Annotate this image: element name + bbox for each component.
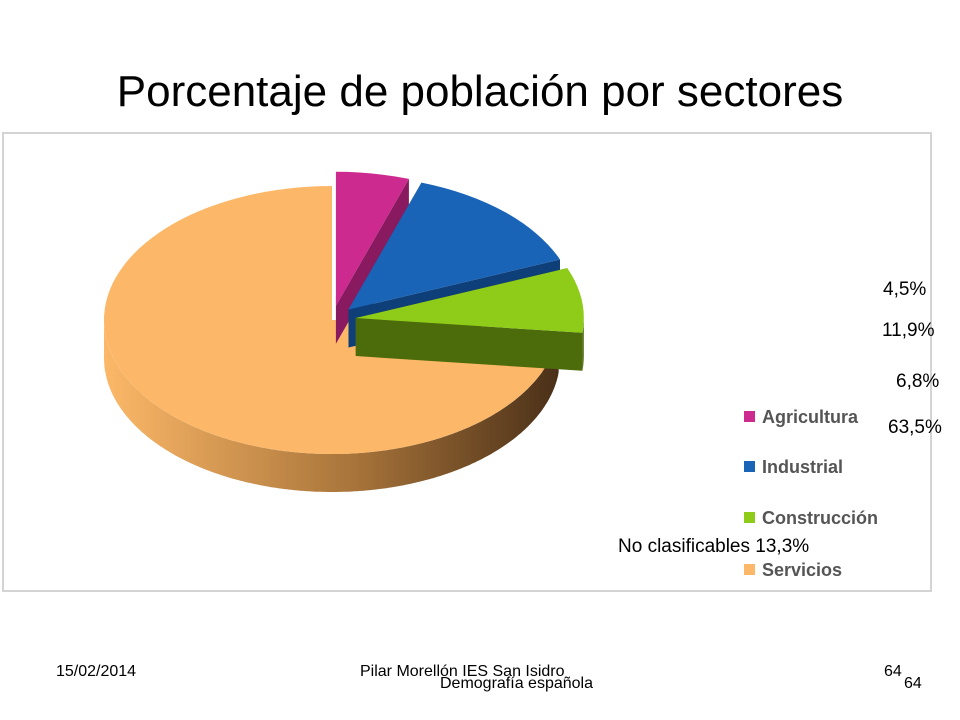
slide-title: Porcentaje de población por sectores bbox=[116, 67, 844, 116]
unclassified-note: No clasificables 13,3% bbox=[618, 536, 810, 557]
pct-label-agricultura: 4,5% bbox=[883, 279, 927, 300]
pie-slice-side-servicios bbox=[104, 317, 559, 492]
pct-label-servicios: 63,5% bbox=[888, 417, 942, 438]
legend-label-agricultura: Agricultura bbox=[762, 407, 859, 427]
legend-label-industrial: Industrial bbox=[762, 457, 844, 477]
pie-slice-top-agricultura bbox=[335, 171, 409, 306]
legend-swatch-servicios bbox=[744, 564, 755, 575]
pie-slice-top-construccion bbox=[355, 268, 584, 333]
legend-swatch-industrial bbox=[744, 461, 755, 472]
pct-label-construccion: 6,8% bbox=[896, 371, 940, 392]
footer-author: Pilar Morellón IES San Isidro bbox=[360, 663, 565, 680]
pie-slice-top-industrial bbox=[348, 182, 560, 310]
chart-frame: Agricultura Industrial Construcción Serv… bbox=[2, 132, 932, 592]
legend-swatch-agricultura bbox=[744, 411, 755, 422]
pie-slice-construccion bbox=[355, 268, 584, 371]
legend-label-servicios: Servicios bbox=[762, 560, 843, 580]
pie-slice-top-servicios bbox=[103, 186, 559, 454]
pct-label-industrial: 11,9% bbox=[882, 320, 935, 341]
legend-swatch-construccion bbox=[744, 512, 755, 523]
footer-page-number: 64 bbox=[884, 663, 902, 680]
footer-subject: Demografía española bbox=[440, 675, 593, 692]
footer-date: 15/02/2014 bbox=[56, 663, 137, 680]
footer-page-number-secondary: 64 bbox=[904, 675, 922, 692]
legend-label-construccion: Construcción bbox=[762, 508, 879, 528]
pie-slice-side-construccion bbox=[582, 316, 584, 371]
pie-chart bbox=[103, 171, 584, 492]
